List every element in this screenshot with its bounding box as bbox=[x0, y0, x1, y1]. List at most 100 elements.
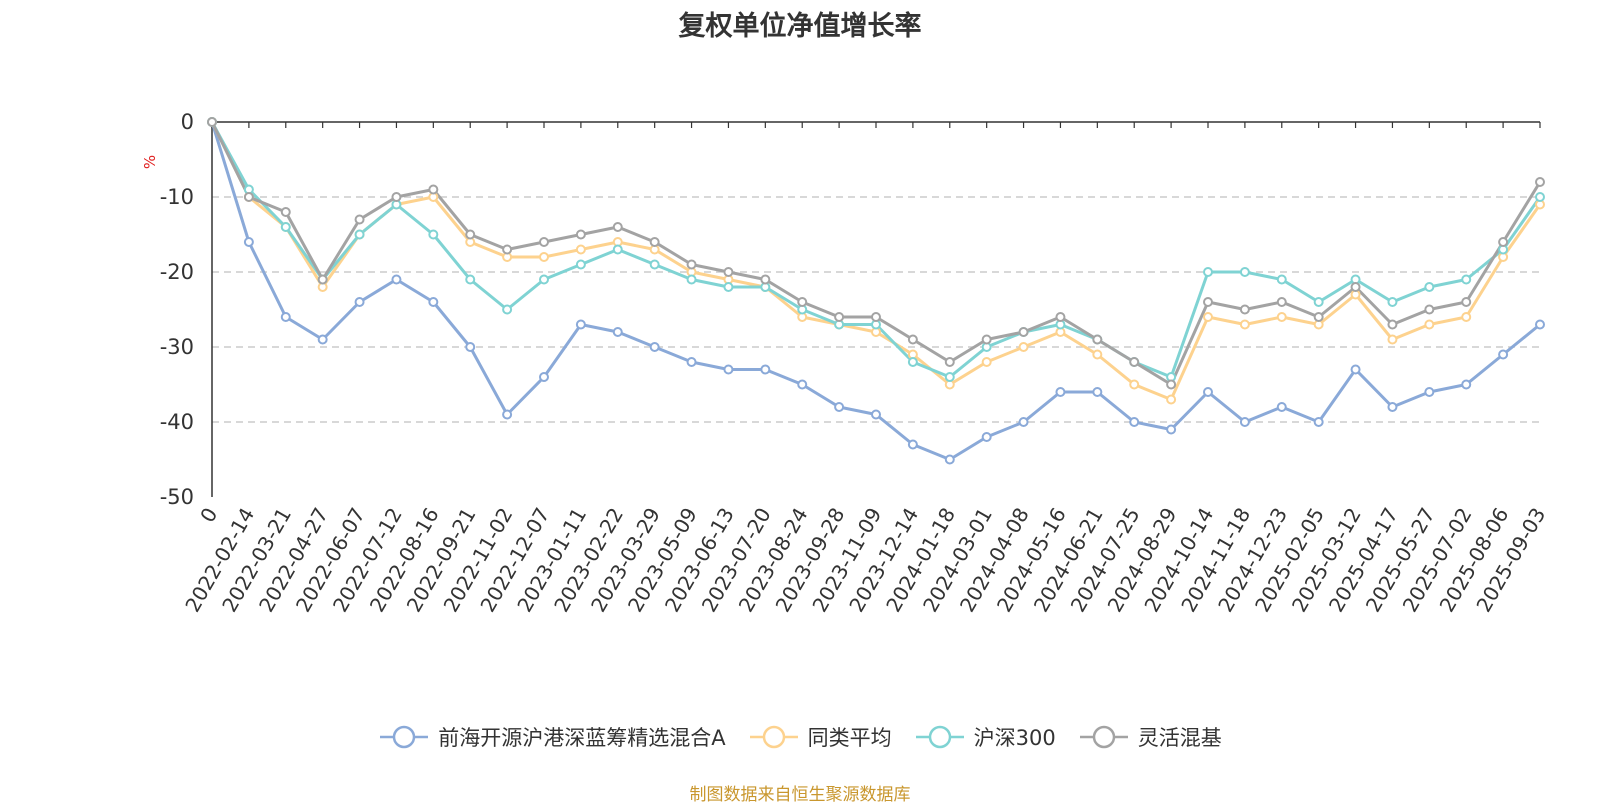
data-point bbox=[944, 372, 955, 382]
data-point bbox=[760, 274, 771, 285]
legend-symbol-icon bbox=[380, 725, 429, 749]
data-point bbox=[465, 342, 476, 352]
data-point bbox=[428, 184, 439, 195]
data-point bbox=[1313, 297, 1324, 307]
data-point bbox=[575, 319, 586, 330]
data-point bbox=[1203, 387, 1213, 397]
data-point bbox=[1092, 349, 1103, 360]
data-point bbox=[612, 244, 623, 255]
legend-symbol-icon bbox=[1079, 725, 1128, 749]
legend-symbol-circle bbox=[393, 725, 416, 749]
data-point bbox=[1461, 312, 1472, 322]
data-point bbox=[354, 297, 365, 307]
data-point bbox=[465, 229, 476, 240]
data-point bbox=[1276, 274, 1287, 285]
data-point bbox=[1535, 192, 1545, 202]
data-point bbox=[502, 244, 513, 255]
data-point bbox=[1313, 312, 1324, 322]
data-point bbox=[1166, 379, 1177, 390]
series-line bbox=[210, 121, 1542, 401]
legend-symbol-circle bbox=[762, 725, 785, 749]
data-point bbox=[1387, 334, 1398, 345]
y-tick-label: -40 bbox=[160, 410, 194, 434]
data-point bbox=[428, 297, 439, 307]
data-point bbox=[1203, 297, 1213, 307]
data-point bbox=[1350, 364, 1361, 375]
legend-item[interactable]: 同类平均 bbox=[748, 722, 892, 752]
data-point bbox=[1166, 424, 1177, 435]
data-point bbox=[907, 357, 918, 367]
data-point bbox=[243, 192, 254, 202]
data-point bbox=[1166, 394, 1177, 405]
data-point bbox=[871, 312, 881, 322]
data-point bbox=[1129, 357, 1140, 367]
data-point bbox=[1203, 312, 1213, 322]
y-tick-label: 0 bbox=[181, 110, 194, 134]
legend-label: 灵活混基 bbox=[1137, 726, 1222, 750]
data-point bbox=[1424, 304, 1435, 315]
legend-item[interactable]: 灵活混基 bbox=[1078, 722, 1222, 752]
legend-item[interactable]: 前海开源沪港深蓝筹精选混合A bbox=[378, 722, 726, 752]
data-point bbox=[465, 274, 476, 285]
data-point bbox=[539, 252, 549, 262]
data-point bbox=[944, 357, 955, 367]
data-point bbox=[502, 409, 513, 420]
data-point bbox=[1387, 402, 1398, 412]
data-point bbox=[1129, 417, 1140, 427]
data-point bbox=[1535, 177, 1545, 187]
data-point bbox=[1387, 319, 1398, 330]
data-point bbox=[539, 372, 549, 382]
data-point bbox=[1498, 237, 1509, 247]
legend-label: 前海开源沪港深蓝筹精选混合A bbox=[438, 726, 726, 750]
legend-symbol-icon bbox=[915, 725, 964, 749]
data-point bbox=[575, 259, 586, 270]
data-point bbox=[1203, 267, 1213, 277]
data-point bbox=[981, 334, 992, 345]
data-point bbox=[1239, 304, 1250, 315]
series-line bbox=[210, 121, 1542, 379]
y-tick-label: -50 bbox=[160, 485, 194, 509]
legend-item[interactable]: 沪深300 bbox=[914, 722, 1056, 752]
y-tick-label: -10 bbox=[160, 185, 194, 209]
data-point bbox=[1018, 417, 1029, 427]
data-point bbox=[317, 334, 328, 345]
data-point bbox=[649, 237, 660, 247]
y-axis-unit-label: % bbox=[141, 155, 159, 169]
data-point bbox=[391, 192, 402, 202]
data-point bbox=[1461, 379, 1472, 390]
legend-label: 同类平均 bbox=[807, 726, 892, 750]
data-point bbox=[686, 357, 697, 367]
data-point bbox=[1276, 312, 1287, 322]
data-point bbox=[354, 229, 365, 240]
data-point bbox=[1092, 387, 1103, 397]
data-point bbox=[834, 402, 845, 412]
data-point bbox=[1461, 274, 1472, 285]
data-point bbox=[1424, 387, 1435, 397]
data-point bbox=[1535, 319, 1545, 330]
data-point bbox=[1276, 297, 1287, 307]
source-note: 制图数据来自恒生聚源数据库 bbox=[689, 785, 911, 805]
data-point bbox=[612, 222, 623, 232]
data-point bbox=[1055, 312, 1066, 322]
data-point bbox=[1313, 417, 1324, 427]
data-point bbox=[686, 274, 697, 285]
data-point bbox=[1018, 342, 1029, 352]
data-point bbox=[1018, 327, 1029, 337]
data-point bbox=[391, 274, 402, 285]
data-point bbox=[686, 259, 697, 270]
data-point bbox=[797, 379, 808, 390]
data-point bbox=[1239, 319, 1250, 330]
data-point bbox=[1239, 267, 1250, 277]
data-point bbox=[797, 297, 808, 307]
legend-label: 沪深300 bbox=[973, 726, 1056, 750]
data-point bbox=[243, 237, 254, 247]
axes: 0-10-20-30-40-5002022-02-142022-03-21202… bbox=[160, 110, 1551, 616]
data-point bbox=[1239, 417, 1250, 427]
legend-symbol-circle bbox=[928, 725, 951, 749]
data-point bbox=[539, 237, 549, 247]
data-point bbox=[539, 274, 549, 285]
data-point bbox=[1055, 387, 1066, 397]
y-tick-label: -20 bbox=[160, 260, 194, 284]
data-point bbox=[280, 222, 291, 232]
